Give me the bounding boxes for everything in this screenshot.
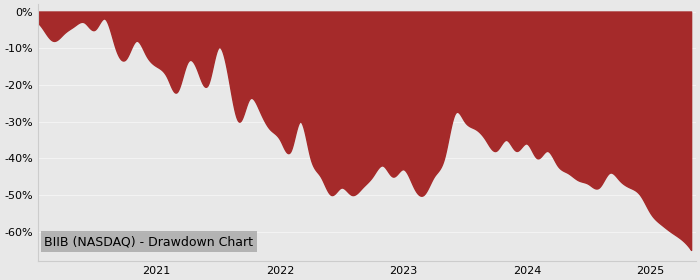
Text: BIIB (NASDAQ) - Drawdown Chart: BIIB (NASDAQ) - Drawdown Chart — [44, 235, 253, 248]
